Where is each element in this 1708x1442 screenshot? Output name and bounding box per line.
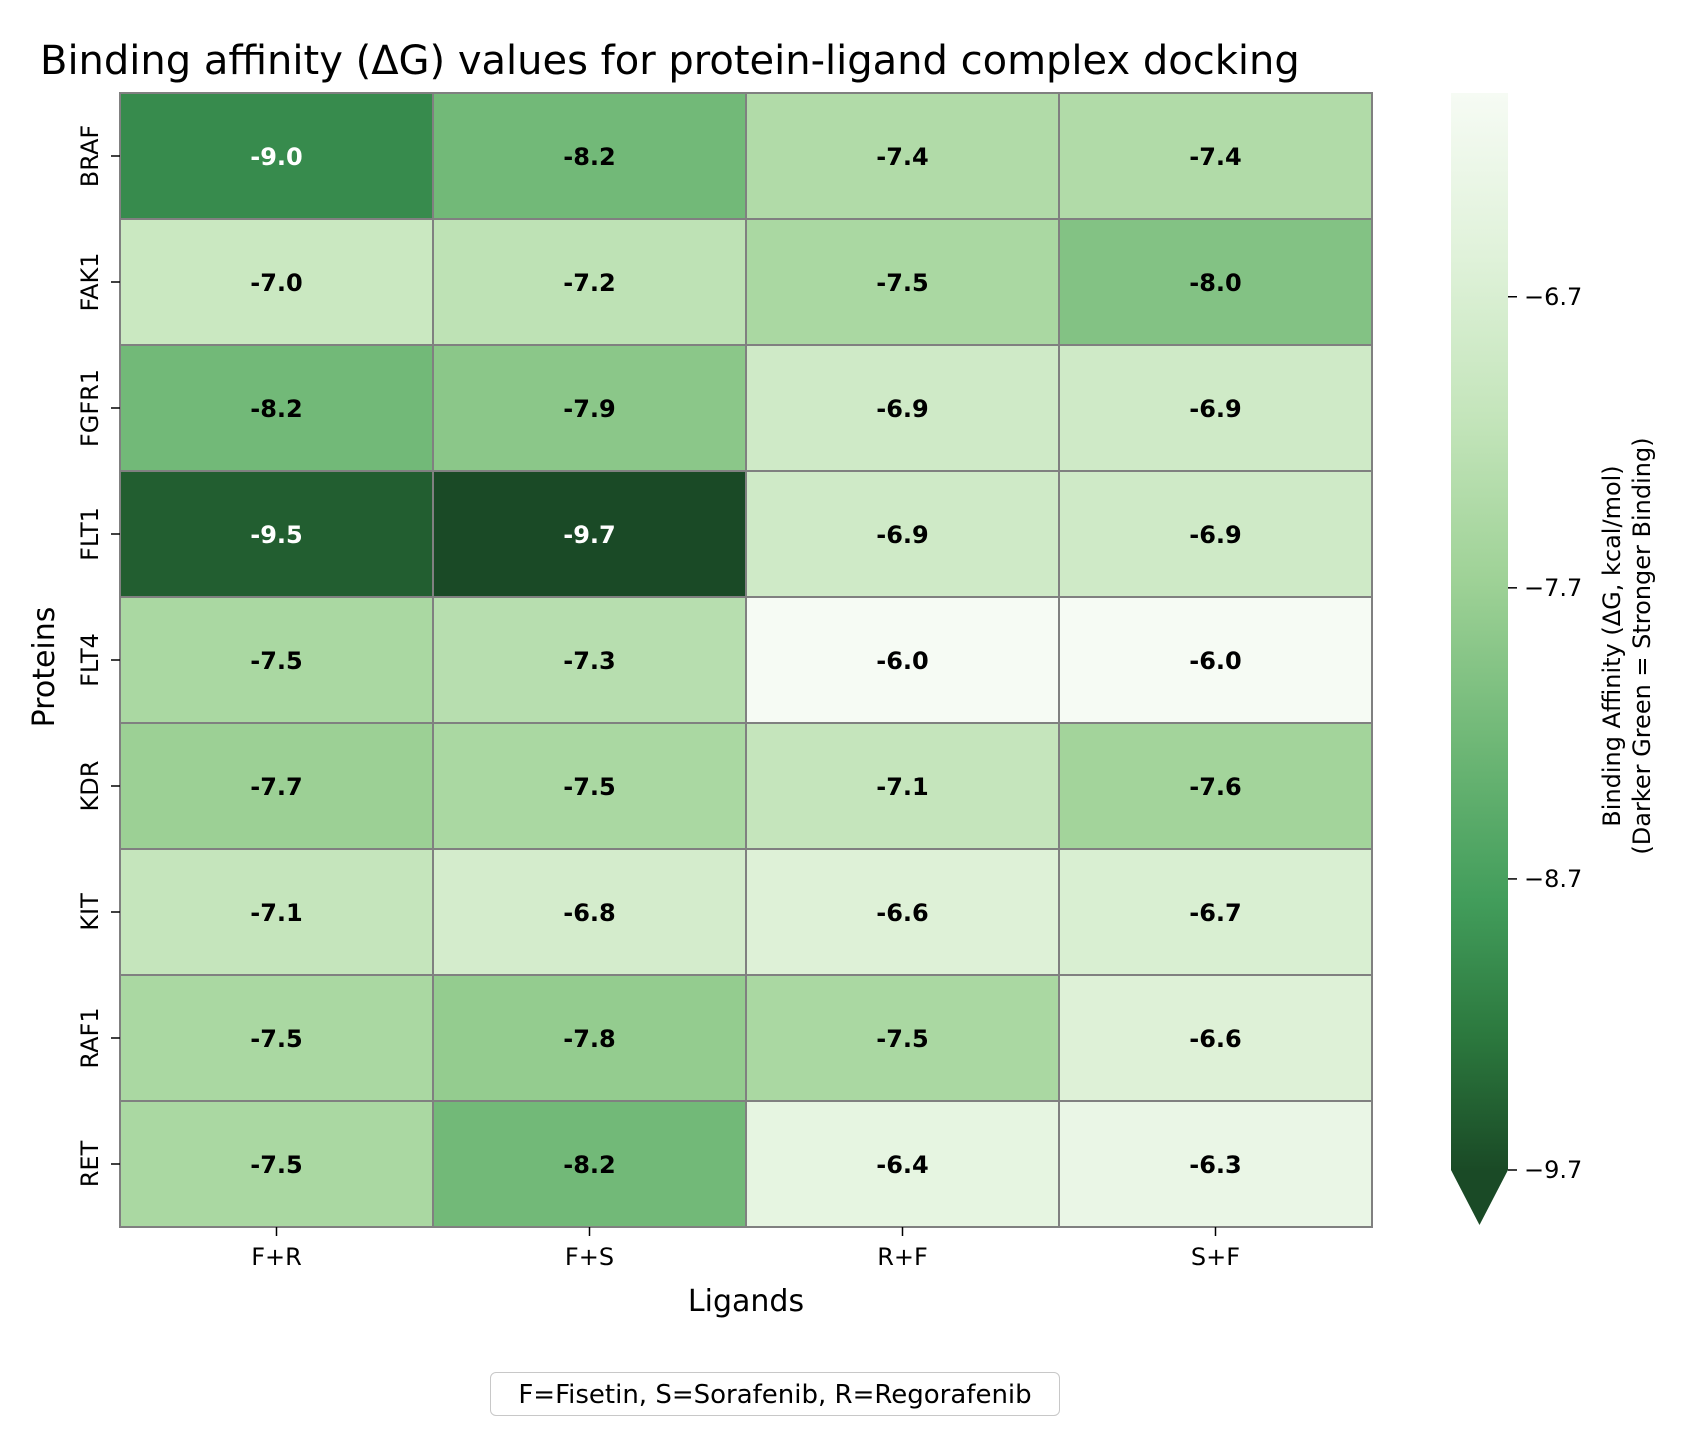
colorbar-extend-triangle <box>1451 1170 1508 1225</box>
colorbar-tick-label: −7.7 <box>1524 574 1582 602</box>
cell-value-label: -8.2 <box>563 143 615 171</box>
cell-value-label: -9.0 <box>250 143 302 171</box>
x-tick-label: F+S <box>565 1243 614 1271</box>
y-axis-ticks: BRAF FAK1 FGFR1 FLT1 FLT4 KDR KIT RAF1 RET <box>76 125 120 1187</box>
x-tick-label: R+F <box>877 1243 928 1271</box>
cell-value-label: -6.4 <box>876 1151 928 1179</box>
cell-value-label: -7.5 <box>563 773 615 801</box>
heatmap-cell <box>745 92 1060 220</box>
colorbar-ticks: −6.7 −7.7 −8.7 −9.7 <box>1508 283 1582 1184</box>
heatmap-cell <box>1058 344 1373 472</box>
legend-note-text: F=Fisetin, S=Sorafenib, R=Regorafenib <box>518 1380 1032 1410</box>
cell-value-label: -6.6 <box>1189 1025 1241 1053</box>
cell-value-label: -7.5 <box>250 1025 302 1053</box>
cell-value-label: -7.9 <box>563 395 615 423</box>
heatmap-cell <box>432 92 747 220</box>
cell-value-label: -9.7 <box>563 521 615 549</box>
cell-value-label: -8.0 <box>1189 269 1241 297</box>
heatmap-cell <box>119 722 434 850</box>
heatmap-cell <box>745 596 1060 724</box>
cell-value-label: -6.9 <box>1189 521 1241 549</box>
y-tick-label: RAF1 <box>76 1007 104 1068</box>
heatmap-cell <box>1058 596 1373 724</box>
y-tick-label: FLT1 <box>76 507 104 561</box>
heatmap-cell <box>432 596 747 724</box>
x-axis-label: Ligands <box>688 1284 804 1319</box>
cell-value-label: -6.0 <box>1189 647 1241 675</box>
cell-value-label: -7.0 <box>250 269 302 297</box>
heatmap-cells <box>119 92 1373 1228</box>
heatmap-cell <box>119 470 434 598</box>
cell-value-label: -6.9 <box>876 521 928 549</box>
heatmap-cell <box>1058 848 1373 976</box>
cell-value-labels: -9.0 -8.2 -7.4 -7.4 -7.0 -7.2 -7.5 -8.0 -8.2 -7.9… <box>250 143 1241 1179</box>
cell-value-label: -7.2 <box>563 269 615 297</box>
heatmap-cell <box>1058 92 1373 220</box>
y-tick-label: FLT4 <box>76 633 104 687</box>
colorbar-tick-label: −6.7 <box>1524 283 1582 311</box>
cell-value-label: -6.9 <box>876 395 928 423</box>
heatmap-cell <box>119 218 434 346</box>
cell-value-label: -6.0 <box>876 647 928 675</box>
heatmap-cell <box>432 344 747 472</box>
heatmap-cell <box>432 722 747 850</box>
y-tick-label: FAK1 <box>76 252 104 311</box>
heatmap-cell <box>432 218 747 346</box>
heatmap-cell <box>745 848 1060 976</box>
colorbar-label-line2: (Darker Green = Stronger Binding) <box>1628 437 1656 854</box>
y-tick-label: RET <box>76 1140 104 1187</box>
colorbar-tick-label: −8.7 <box>1524 865 1582 893</box>
cell-value-label: -6.6 <box>876 899 928 927</box>
heatmap-cell <box>432 470 747 598</box>
cell-value-label: -7.4 <box>1189 143 1241 171</box>
cell-value-label: -7.7 <box>250 773 302 801</box>
heatmap-cell <box>1058 722 1373 850</box>
y-tick-label: KDR <box>76 761 104 812</box>
x-axis-ticks: F+R F+S R+F S+F <box>251 1227 1240 1271</box>
y-tick-label: KIT <box>76 893 104 931</box>
heatmap-cell <box>1058 470 1373 598</box>
heatmap-cell <box>119 848 434 976</box>
heatmap-cell <box>745 722 1060 850</box>
cell-value-label: -7.4 <box>876 143 928 171</box>
x-tick-label: S+F <box>1191 1243 1240 1271</box>
y-axis-label: Proteins <box>27 607 62 728</box>
cell-value-label: -7.5 <box>876 1025 928 1053</box>
cell-value-label: -7.5 <box>250 647 302 675</box>
cell-value-label: -7.3 <box>563 647 615 675</box>
cell-value-label: -6.9 <box>1189 395 1241 423</box>
cell-value-label: -8.2 <box>563 1151 615 1179</box>
heatmap-cell <box>745 974 1060 1102</box>
x-tick-label: F+R <box>251 1243 302 1271</box>
colorbar: −6.7 −7.7 −8.7 −9.7 Binding Affinity (ΔG, k… <box>1451 93 1656 1225</box>
heatmap-cell <box>119 596 434 724</box>
colorbar-tick-label: −9.7 <box>1524 1156 1582 1184</box>
heatmap-cell <box>119 92 434 220</box>
cell-value-label: -7.1 <box>876 773 928 801</box>
cell-value-label: -6.7 <box>1189 899 1241 927</box>
cell-value-label: -7.1 <box>250 899 302 927</box>
cell-value-label: -8.2 <box>250 395 302 423</box>
cell-value-label: -7.6 <box>1189 773 1241 801</box>
y-tick-label: BRAF <box>76 125 104 187</box>
cell-value-label: -9.5 <box>250 521 302 549</box>
heatmap-cell <box>745 470 1060 598</box>
heatmap-cell <box>745 1100 1060 1228</box>
y-tick-label: FGFR1 <box>76 369 104 447</box>
cell-value-label: -7.8 <box>563 1025 615 1053</box>
heatmap-cell <box>1058 1100 1373 1228</box>
heatmap-cell <box>119 974 434 1102</box>
cell-value-label: -6.8 <box>563 899 615 927</box>
chart-title: Binding affinity (ΔG) values for protein… <box>40 38 1300 84</box>
cell-value-label: -7.5 <box>250 1151 302 1179</box>
cell-value-label: -7.5 <box>876 269 928 297</box>
colorbar-gradient <box>1451 93 1508 1170</box>
ligand-abbreviation-legend: F=Fisetin, S=Sorafenib, R=Regorafenib <box>490 1372 1060 1416</box>
colorbar-label-line1: Binding Affinity (ΔG, kcal/mol) <box>1598 465 1626 826</box>
cell-value-label: -6.3 <box>1189 1151 1241 1179</box>
heatmap-cell <box>1058 218 1373 346</box>
